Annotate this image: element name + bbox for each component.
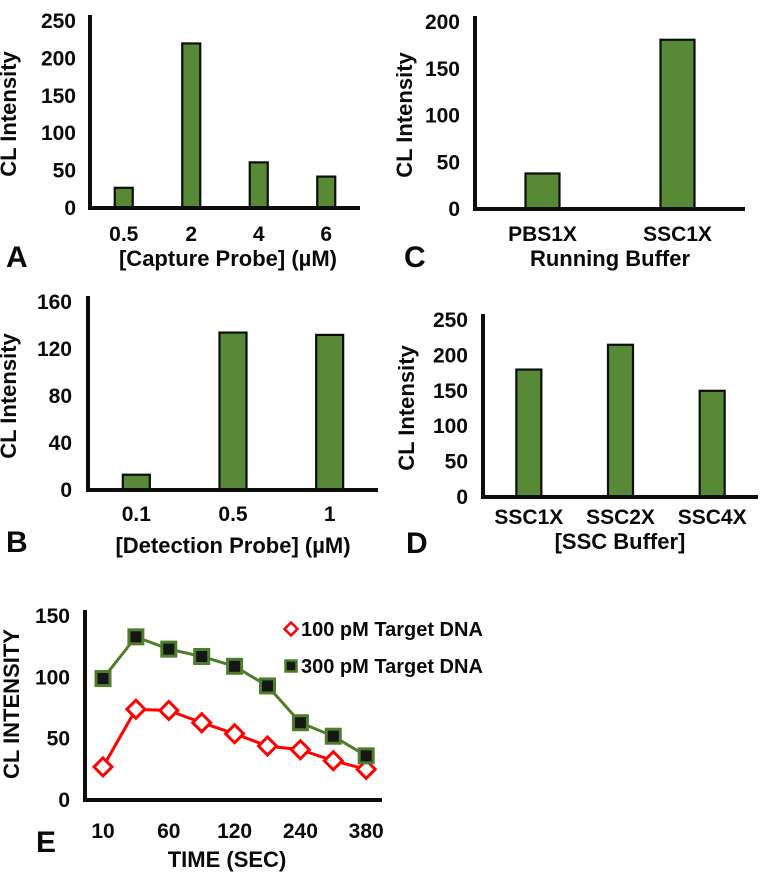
x-axis-title: [Capture Probe] (µM) (119, 246, 337, 271)
bar-2 (181, 42, 202, 210)
bar-SSC4X (698, 389, 726, 499)
bar-0.1 (121, 473, 151, 492)
panel-letter: D (406, 527, 428, 560)
x-category-label: SSC2X (586, 506, 655, 529)
series-1-marker (127, 628, 145, 646)
x-tick-label: 10 (91, 820, 114, 843)
panel-letter: B (6, 526, 28, 559)
y-tick-label: 250 (433, 309, 468, 332)
x-category-label: 0.5 (218, 503, 248, 526)
x-category-label: SSC4X (678, 506, 747, 529)
x-tick-label: 60 (157, 820, 180, 843)
x-tick-label: 120 (217, 820, 252, 843)
y-tick-label: 250 (41, 10, 76, 33)
panel-c-running-buffer-bar-chart: PBS1X SSC1X 0 50 100 150 200 CL Intensity Runnin… (392, 11, 745, 274)
series-0-marker (223, 722, 246, 745)
y-tick-label: 100 (35, 666, 70, 689)
y-tick-label: 50 (53, 160, 76, 183)
y-tick-label: 0 (448, 198, 460, 221)
x-category-label: PBS1X (508, 223, 577, 246)
series-0-marker (157, 699, 180, 722)
y-tick-label: 0 (64, 197, 76, 220)
series-1-marker (160, 640, 178, 658)
y-tick-label: 150 (425, 58, 460, 81)
series-1-marker (226, 657, 244, 675)
y-axis-title: CL Intensity (0, 50, 21, 176)
panel-letter: C (404, 241, 426, 274)
bar-SSC1X (659, 38, 696, 211)
series-1-marker (291, 714, 309, 732)
panel-letter: E (36, 826, 56, 859)
x-tick-label: 240 (283, 820, 318, 843)
y-tick-label: 100 (425, 105, 460, 128)
x-category-label: 0.1 (122, 503, 152, 526)
x-axis-title: TIME (SEC) (168, 847, 287, 872)
series-0-marker (190, 711, 213, 734)
y-tick-label: 150 (35, 605, 70, 628)
y-tick-label: 40 (49, 432, 72, 455)
series-1-marker (324, 727, 342, 745)
panel-letter: A (6, 241, 28, 274)
bar-0.5 (218, 331, 248, 492)
series-1-marker (94, 670, 112, 688)
y-tick-label: 200 (433, 344, 468, 367)
panel-d-ssc-buffer-bar-chart: SSC1X SSC2X SSC4X 0 50 100 150 200 250 CL Intensi… (394, 309, 758, 560)
y-tick-label: 0 (58, 789, 70, 812)
x-tick-label: 380 (349, 820, 384, 843)
y-tick-label: 80 (49, 385, 72, 408)
legend-marker-open-diamond (282, 620, 300, 638)
y-tick-label: 200 (425, 11, 460, 34)
x-category-label: SSC1X (494, 506, 563, 529)
x-axis-title: [Detection Probe] (µM) (115, 533, 350, 558)
legend-label-1: 300 pM Target DNA (301, 656, 483, 678)
bar-4 (248, 161, 269, 210)
x-category-label: SSC1X (643, 223, 712, 246)
y-axis-title: CL Intensity (392, 51, 417, 177)
x-category-label: 1 (324, 503, 336, 526)
x-axis-title: Running Buffer (530, 246, 691, 271)
series-0-marker (322, 749, 345, 772)
panel-e-time-course-line-chart: 0 50 100 150 10 60 120 240 380 100 pM Target DNA 3… (0, 605, 483, 872)
bar-6 (316, 175, 337, 210)
x-category-label: 2 (185, 223, 197, 246)
y-tick-label: 0 (456, 486, 468, 509)
x-category-label: 4 (253, 223, 265, 246)
y-axis-title: CL Intensity (0, 332, 21, 458)
bar-1 (315, 333, 345, 492)
bar-0.5 (113, 186, 134, 210)
x-axis-title: [SSC Buffer] (555, 529, 686, 554)
series-0-marker (355, 758, 378, 781)
y-axis-title: CL Intensity (394, 344, 419, 470)
legend-marker-filled-square (284, 659, 298, 673)
y-tick-label: 50 (437, 151, 460, 174)
y-axis-title: CL INTENSITY (0, 629, 24, 779)
bar-SSC2X (606, 343, 635, 499)
y-tick-label: 100 (433, 415, 468, 438)
series-0-marker (256, 734, 279, 758)
y-tick-label: 200 (41, 47, 76, 70)
y-tick-label: 50 (47, 728, 70, 751)
bar-SSC1X (515, 368, 543, 499)
series-0-marker (91, 755, 115, 779)
y-tick-label: 160 (37, 291, 72, 314)
series-1-marker (193, 647, 211, 665)
series-1-marker (357, 747, 375, 765)
series-0-marker (289, 738, 312, 761)
y-tick-label: 0 (60, 479, 72, 502)
y-tick-label: 50 (445, 451, 468, 474)
y-tick-label: 100 (41, 122, 76, 145)
panel-b-detection-probe-bar-chart: 0.1 0.5 1 0 40 80 120 160 CL Intensity [Detection… (0, 291, 378, 559)
x-category-label: 0.5 (109, 223, 139, 246)
legend-label-0: 100 pM Target DNA (301, 619, 483, 641)
x-category-label: 6 (320, 223, 332, 246)
series-0-marker (124, 698, 148, 721)
y-tick-label: 150 (41, 85, 76, 108)
series-1-marker (259, 677, 276, 695)
panel-a-capture-probe-bar-chart: 0.5 2 4 6 0 50 100 150 200 250 CL Intensity [Captur… (0, 10, 360, 274)
bar-PBS1X (524, 172, 561, 211)
y-tick-label: 120 (37, 338, 72, 361)
y-tick-label: 150 (433, 380, 468, 403)
